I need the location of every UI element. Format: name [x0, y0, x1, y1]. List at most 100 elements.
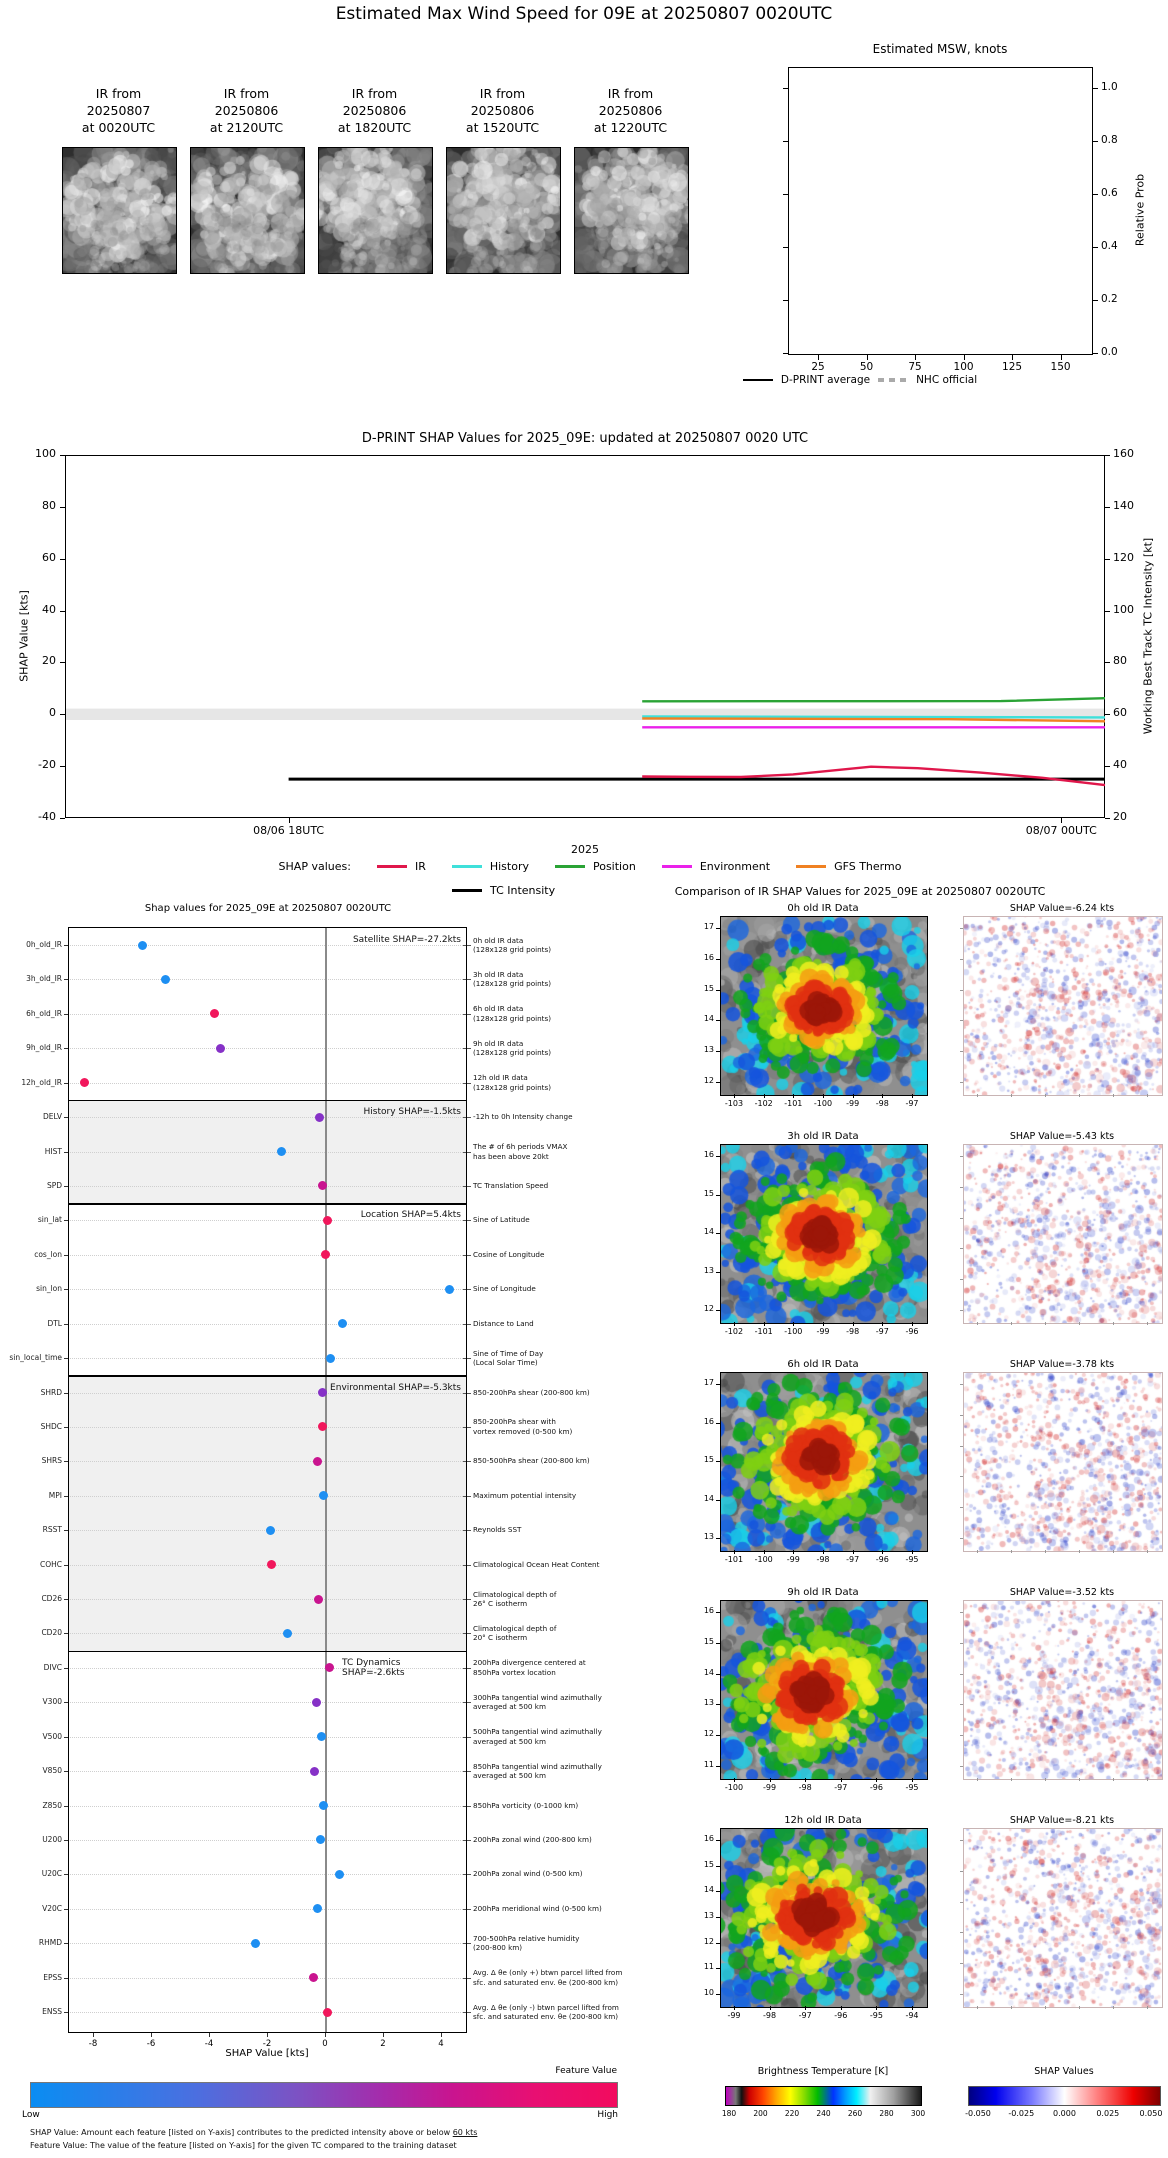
feature-gridline — [68, 1323, 467, 1325]
shap-ytick-mark — [960, 1082, 963, 1083]
feature-dot — [318, 1491, 328, 1501]
timeline-ytick-label: 0 — [49, 706, 56, 720]
timeline-legend-label: Position — [592, 860, 636, 873]
ir-ytick-mark — [716, 1461, 720, 1462]
feature-desc: Climatological depth of 20° C isotherm — [473, 1623, 557, 1643]
shap-ytick-mark — [960, 1186, 963, 1188]
shap-ytick-mark — [960, 1507, 963, 1509]
ir-xtick-mark — [882, 1094, 884, 1098]
feature-gridline — [68, 1013, 467, 1015]
feature-desc: 850-200hPa shear (200-800 km) — [473, 1387, 590, 1397]
feature-desc-tick — [463, 1117, 471, 1119]
timeline-ytick-mark — [60, 662, 65, 664]
feature-row-label: cos_lon — [34, 1249, 62, 1259]
feature-dot — [137, 940, 147, 950]
feature-dot — [326, 1353, 336, 1363]
feature-desc-tick — [463, 1805, 471, 1807]
feature-gridline — [68, 1977, 467, 1979]
timeline-title: D-PRINT SHAP Values for 2025_09E: update… — [361, 431, 809, 446]
main-title: Estimated Max Wind Speed for 09E at 2025… — [335, 4, 833, 24]
ir-ytick-mark — [716, 1194, 720, 1196]
ir-data-image — [720, 1828, 928, 2008]
shap-xtick-mark — [1079, 1322, 1080, 1325]
timeline-ytick-label: 80 — [42, 498, 56, 512]
shap-ytick-mark — [960, 1310, 963, 1311]
ir-ytick-mark — [716, 958, 720, 960]
ir-xtick-mark — [840, 2006, 842, 2010]
shap-value-image — [963, 1372, 1163, 1552]
ir-ytick-mark — [716, 1271, 720, 1273]
dotplot-xtick-mark — [267, 2033, 268, 2037]
comparison-title: Comparison of IR SHAP Values for 2025_09… — [674, 885, 1046, 898]
ir-ytick-label: 11 — [703, 1962, 714, 1972]
feature-desc: 200hPa zonal wind (200-800 km) — [473, 1834, 592, 1844]
timeline-ylabel-left: SHAP Value [kts] — [17, 590, 31, 682]
feature-row-label: DIVC — [43, 1662, 62, 1672]
ir-ytick-label: 14 — [703, 1493, 714, 1503]
feature-row-label: Z850 — [42, 1800, 62, 1810]
hist-xtick-label: 125 — [1002, 361, 1023, 373]
section-annotation: Location SHAP=5.4kts — [360, 1210, 461, 1221]
feature-desc-tick — [463, 1082, 471, 1084]
hist-ytick-mark — [1093, 353, 1098, 354]
ir-ytick-mark — [716, 1082, 720, 1083]
bt-colorbar-tick-label: 300 — [910, 2109, 926, 2118]
shap-colorbar-tick-label: -0.050 — [965, 2109, 991, 2118]
feature-row-label: SHRD — [40, 1387, 62, 1397]
timeline-legend-label: History — [489, 860, 529, 873]
feature-desc: 850-500hPa shear (200-800 km) — [473, 1456, 590, 1466]
ir-xtick-mark — [823, 1550, 824, 1554]
ir-ytick-mark — [716, 1891, 720, 1893]
feature-ytick-mark — [64, 1702, 68, 1704]
feature-dot — [317, 1388, 327, 1397]
ir-xtick-label: -98 — [763, 2011, 777, 2020]
timeline-xtick-label: 08/06 18UTC — [253, 824, 325, 837]
shap-xtick-mark — [977, 1322, 978, 1325]
shap-xtick-mark — [1113, 1550, 1114, 1553]
feature-gridline — [68, 1358, 467, 1359]
feature-gridline — [68, 945, 467, 946]
ir-thumbnail-image — [62, 147, 177, 274]
ir-xtick-label: -97 — [875, 1327, 889, 1336]
d-print-average-label: D-PRINT average — [780, 374, 871, 386]
feature-desc: -12h to 0h Intensity change — [473, 1112, 573, 1122]
feature-desc-tick — [463, 1633, 471, 1635]
shap-xtick-mark — [1147, 1550, 1148, 1553]
shap-xtick-mark — [1147, 1778, 1148, 1781]
dotplot-xtick-mark — [441, 2033, 442, 2037]
hist-xtick-label: 75 — [908, 361, 922, 373]
bt-colorbar-tick-label: 240 — [816, 2109, 831, 2118]
feature-gridline — [68, 1667, 467, 1669]
timeline-legend-row2: TC Intensity — [452, 882, 555, 897]
ir-xtick-label: -95 — [869, 2011, 883, 2020]
section-annotation: Satellite SHAP=-27.2kts — [352, 935, 461, 945]
dotplot-xlabel: SHAP Value [kts] — [225, 2048, 309, 2059]
shap-xtick-mark — [1045, 1778, 1046, 1781]
ir-xtick-label: -99 — [786, 1555, 800, 1564]
hist-ytick-label: 0.0 — [1101, 346, 1118, 358]
feature-ytick-mark — [64, 1461, 68, 1463]
ir-xtick-mark — [882, 1322, 884, 1326]
feature-desc: 0h old IR data (128x128 grid points) — [473, 935, 552, 955]
shap-ytick-mark — [960, 1279, 963, 1281]
feature-desc-tick — [463, 1426, 471, 1428]
ir-xtick-mark — [876, 1778, 878, 1782]
timeline-ytick-mark — [1105, 766, 1110, 768]
feature-gridline — [68, 1633, 467, 1635]
ir-xtick-mark — [823, 1094, 824, 1098]
dotplot-xtick-label: -8 — [88, 2039, 98, 2049]
feature-ytick-mark — [64, 1495, 68, 1497]
feature-ytick-mark — [64, 1943, 68, 1945]
timeline-legend-item: GFS Thermo — [796, 860, 901, 873]
timeline-legend-label: TC Intensity — [490, 884, 556, 897]
ir-ytick-mark — [716, 1968, 720, 1970]
feature-gridline — [68, 2012, 467, 2013]
feature-dot — [321, 1250, 331, 1260]
ir-thumbnail-label: IR from 20250806 at 1220UTC — [593, 86, 668, 135]
feature-row-label: sin_local_time — [9, 1353, 62, 1362]
timeline-xtick-label: 08/07 00UTC — [1025, 824, 1097, 837]
ir-ytick-mark — [716, 1673, 720, 1675]
feature-row-label: 0h_old_IR — [26, 940, 62, 949]
shap-ytick-mark — [960, 1217, 963, 1219]
feature-gridline — [68, 1495, 467, 1497]
